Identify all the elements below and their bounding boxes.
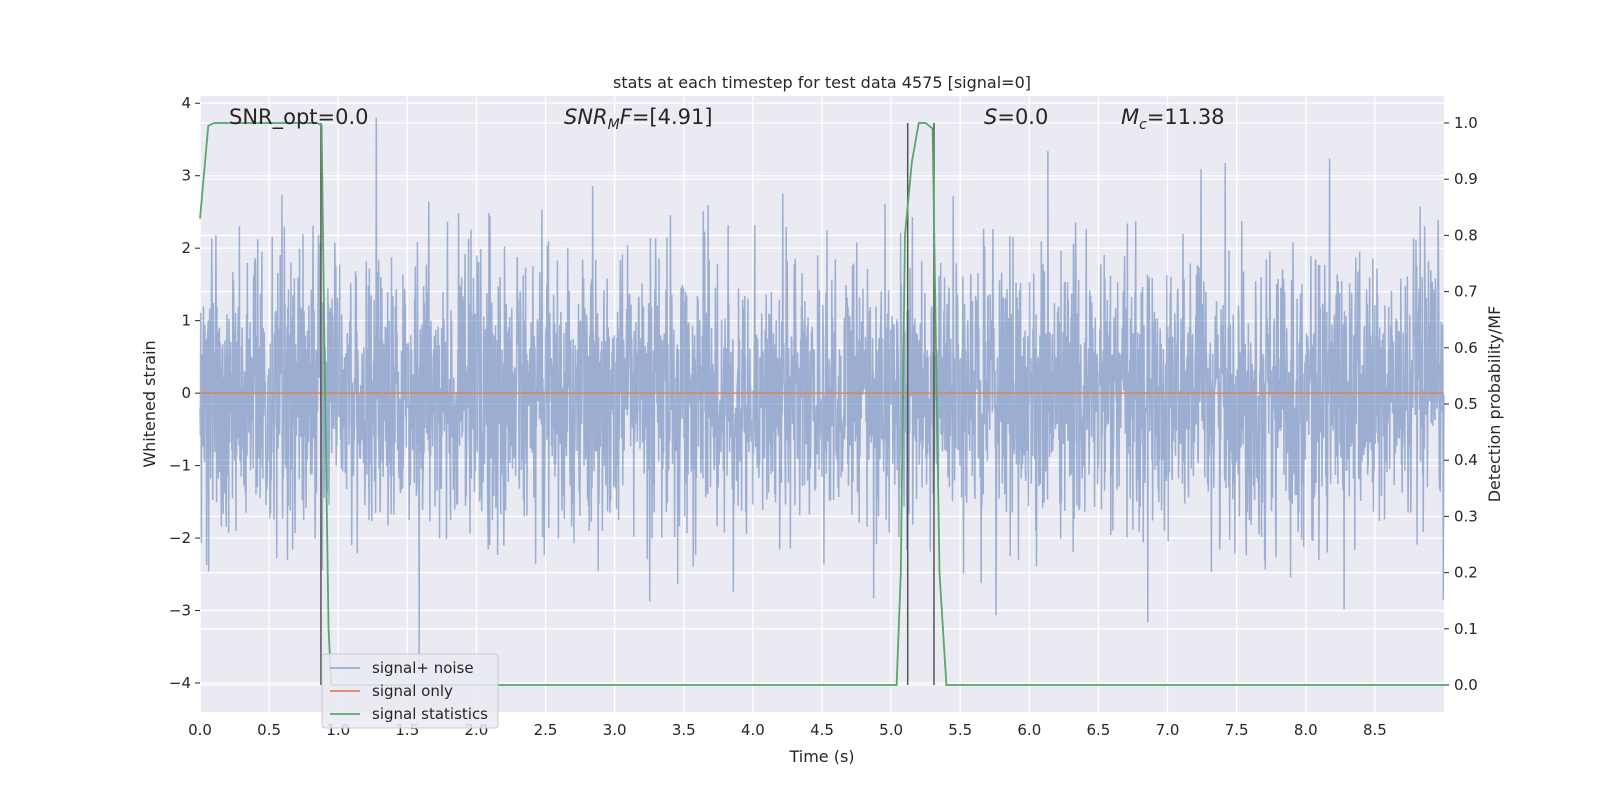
y-tick-label-left: −2 <box>169 529 191 547</box>
y-tick-label-left: 2 <box>181 239 191 257</box>
annotation-part: SNR <box>564 105 608 129</box>
signal-statistics-line <box>199 122 1444 686</box>
annotation-part: F <box>620 105 633 129</box>
y-tick-label-left: −3 <box>169 602 191 620</box>
y-tick-label-right: 0.0 <box>1454 676 1478 694</box>
y-axis-label-left: Whitened strain <box>140 340 159 467</box>
annotation-part: =[4.91] <box>632 105 713 129</box>
y-tick-label-left: 3 <box>181 167 191 185</box>
y-tick-label-left: 4 <box>181 94 191 112</box>
annotation-s-value: S=0.0 <box>984 105 1048 129</box>
chart-title: stats at each timestep for test data 457… <box>613 73 1031 92</box>
y-tick-label-right: 0.2 <box>1454 564 1478 582</box>
annotation-part: M <box>608 117 620 133</box>
x-tick-label: 0.0 <box>188 721 212 739</box>
x-tick-label: 6.5 <box>1087 721 1111 739</box>
annotation-part: c <box>1139 117 1147 133</box>
x-tick-label: 8.0 <box>1294 721 1318 739</box>
x-tick-label: 6.0 <box>1017 721 1041 739</box>
x-tick-label: 4.5 <box>810 721 834 739</box>
signal-statistics-series <box>199 122 1444 686</box>
signal-plus-noise-line <box>199 117 1445 669</box>
legend-box <box>321 653 499 729</box>
annotation-part: SNR_opt=0.0 <box>229 105 369 130</box>
annotation-part: =0.0 <box>997 105 1048 129</box>
tick-labels: 0.0 0.5 1.0 1.5 2.0 2.5 3.0 3.5 4.0 4.5 5.0 5.5 6.0 6… <box>169 94 1478 739</box>
annotations: SNR_opt=0.0 SNRMF=[4.91] S=0.0 Mc=11.38 <box>229 105 1225 133</box>
noise-series <box>199 117 1445 669</box>
y-tick-label-right: 0.1 <box>1454 620 1478 638</box>
x-tick-label: 3.5 <box>672 721 696 739</box>
y-tick-label-right: 0.3 <box>1454 507 1478 525</box>
x-tick-label: 7.5 <box>1225 721 1249 739</box>
annotation-part: =11.38 <box>1147 105 1225 129</box>
x-tick-label: 5.0 <box>879 721 903 739</box>
y-tick-label-left: 1 <box>181 312 191 330</box>
annotation-snr-mf: SNRMF=[4.91] <box>564 105 713 133</box>
x-tick-label: 0.5 <box>257 721 281 739</box>
y-tick-label-right: 0.9 <box>1454 170 1478 188</box>
y-tick-label-right: 0.7 <box>1454 283 1478 301</box>
y-tick-label-left: 0 <box>181 384 191 402</box>
y-tick-label-right: 0.8 <box>1454 226 1478 244</box>
legend-label: signal+ noise <box>372 659 474 677</box>
y-axis-label-right: Detection probability/MF <box>1485 306 1504 503</box>
x-tick-label: 7.0 <box>1156 721 1180 739</box>
y-tick-label-left: −1 <box>169 457 191 475</box>
legend: signal+ noise signal only signal statistic… <box>321 653 499 729</box>
x-tick-label: 5.5 <box>948 721 972 739</box>
x-axis-label: Time (s) <box>788 747 854 766</box>
legend-label: signal statistics <box>372 705 488 723</box>
legend-label: signal only <box>372 682 453 700</box>
x-tick-label: 8.5 <box>1363 721 1387 739</box>
x-tick-label: 4.0 <box>741 721 765 739</box>
y-tick-label-left: −4 <box>169 674 191 692</box>
x-tick-label: 2.5 <box>534 721 558 739</box>
annotation-snr-opt: SNR_opt=0.0 <box>229 105 369 130</box>
y-tick-label-right: 0.4 <box>1454 451 1478 469</box>
y-tick-label-right: 0.6 <box>1454 339 1478 357</box>
y-tick-label-right: 0.5 <box>1454 395 1478 413</box>
annotation-mc-value: Mc=11.38 <box>1121 105 1225 133</box>
annotation-part: S <box>984 105 997 129</box>
annotation-part: M <box>1121 105 1139 129</box>
y-tick-label-right: 1.0 <box>1454 114 1478 132</box>
x-tick-label: 3.0 <box>603 721 627 739</box>
